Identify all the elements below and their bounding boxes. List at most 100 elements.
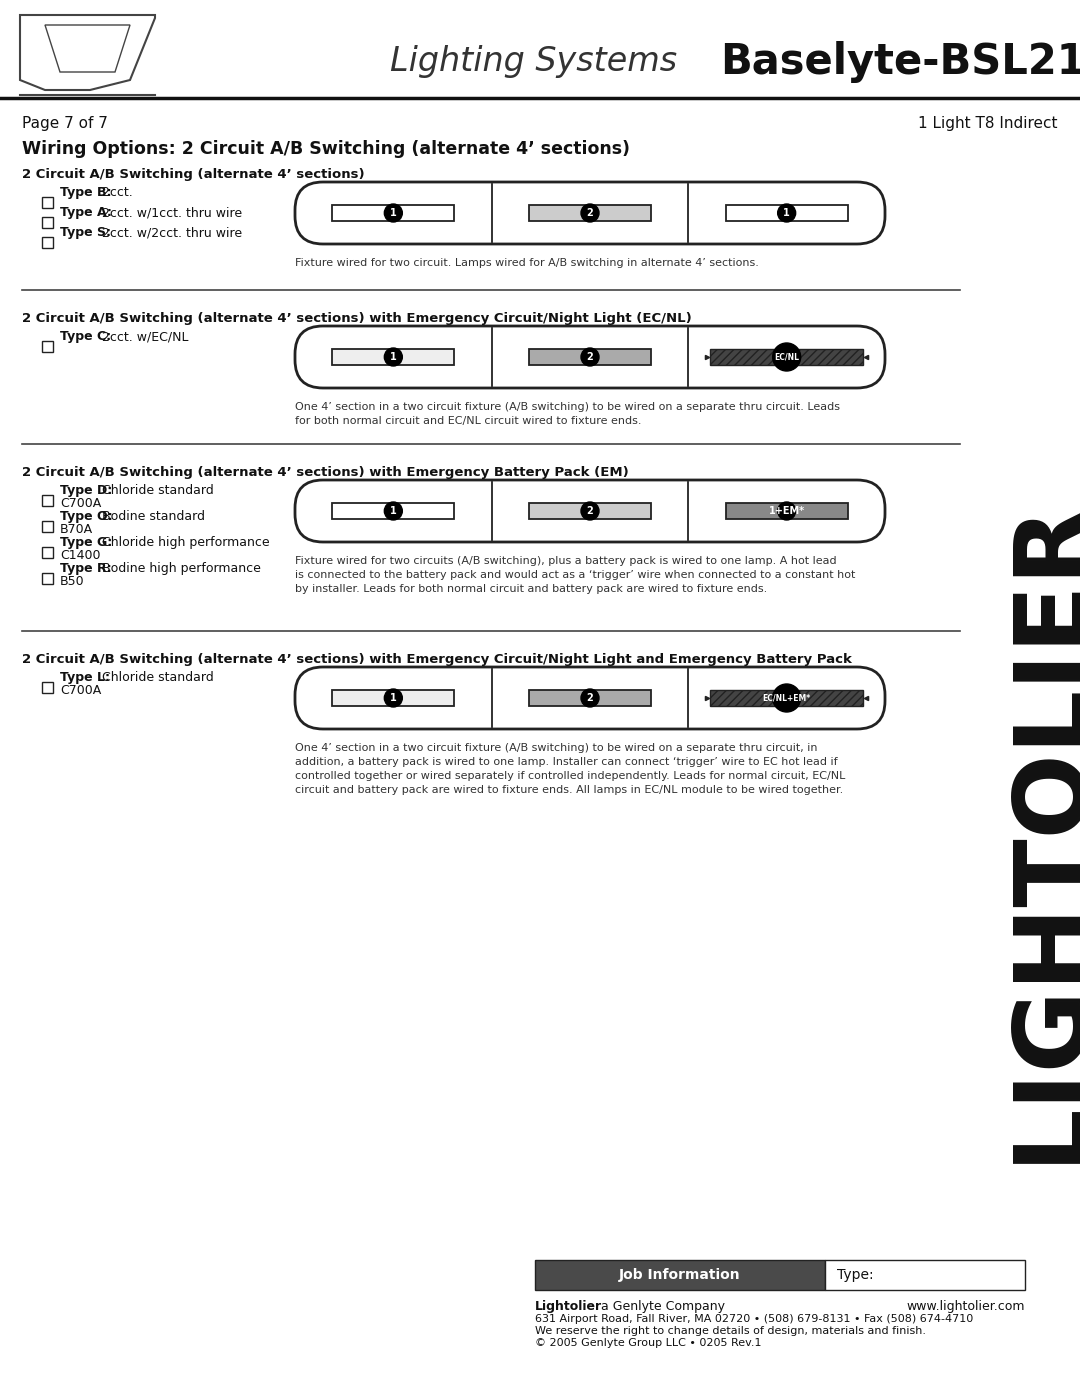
Bar (42, 495, 53, 506)
Text: circuit and battery pack are wired to fixture ends. All lamps in EC/NL module to: circuit and battery pack are wired to fi… (295, 785, 843, 795)
Text: addition, a battery pack is wired to one lamp. Installer can connect ‘trigger’ w: addition, a battery pack is wired to one… (295, 757, 838, 767)
Text: Baselyte-BSL21: Baselyte-BSL21 (720, 41, 1080, 82)
Text: C1400: C1400 (60, 549, 100, 562)
Bar (710, 349, 863, 365)
Circle shape (772, 685, 800, 712)
Bar (42, 548, 53, 557)
Bar (726, 205, 848, 221)
Text: LIGHTOLIER: LIGHTOLIER (1001, 497, 1080, 1162)
FancyBboxPatch shape (295, 666, 885, 729)
Text: 1+EM*: 1+EM* (769, 506, 805, 515)
Text: C700A: C700A (60, 685, 102, 697)
FancyBboxPatch shape (295, 481, 885, 542)
Text: 1: 1 (390, 208, 396, 218)
Text: 1: 1 (783, 208, 791, 218)
Bar (42, 341, 53, 352)
Text: Job Information: Job Information (619, 1268, 741, 1282)
Text: is connected to the battery pack and would act as a ‘trigger’ wire when connecte: is connected to the battery pack and wou… (295, 570, 855, 580)
Text: 2 Circuit A/B Switching (alternate 4’ sections) with Emergency Circuit/Night Lig: 2 Circuit A/B Switching (alternate 4’ se… (22, 652, 852, 666)
Text: by installer. Leads for both normal circuit and battery pack are wired to fixtur: by installer. Leads for both normal circ… (295, 584, 767, 594)
Text: EC/NL+EM*: EC/NL+EM* (762, 693, 811, 703)
Text: 2 Circuit A/B Switching (alternate 4’ sections): 2 Circuit A/B Switching (alternate 4’ se… (22, 168, 365, 182)
Text: Wiring Options: 2 Circuit A/B Switching (alternate 4’ sections): Wiring Options: 2 Circuit A/B Switching … (22, 140, 630, 158)
Text: Chloride standard: Chloride standard (98, 671, 214, 685)
Text: Type:: Type: (837, 1268, 874, 1282)
Bar (42, 197, 53, 208)
Text: 1: 1 (390, 506, 396, 515)
Text: Type S:: Type S: (60, 226, 111, 239)
Text: Type L:: Type L: (60, 671, 110, 685)
Text: 631 Airport Road, Fall River, MA 02720 • (508) 679-8131 • Fax (508) 674-4710: 631 Airport Road, Fall River, MA 02720 •… (535, 1315, 973, 1324)
Circle shape (778, 502, 796, 520)
Text: 2 Circuit A/B Switching (alternate 4’ sections) with Emergency Circuit/Night Lig: 2 Circuit A/B Switching (alternate 4’ se… (22, 312, 692, 326)
Text: Type R:: Type R: (60, 562, 111, 576)
Circle shape (778, 204, 796, 222)
Text: One 4’ section in a two circuit fixture (A/B switching) to be wired on a separat: One 4’ section in a two circuit fixture … (295, 743, 818, 753)
Bar (529, 503, 651, 520)
Text: www.lightolier.com: www.lightolier.com (906, 1301, 1025, 1313)
Text: 1: 1 (390, 693, 396, 703)
Bar (333, 503, 455, 520)
Text: We reserve the right to change details of design, materials and finish.: We reserve the right to change details o… (535, 1326, 926, 1336)
Bar (535, 1260, 825, 1289)
Text: 1: 1 (390, 352, 396, 362)
Text: Fixture wired for two circuits (A/B switching), plus a battery pack is wired to : Fixture wired for two circuits (A/B swit… (295, 556, 837, 566)
Text: 2cct. w/2cct. thru wire: 2cct. w/2cct. thru wire (98, 226, 242, 239)
Text: Page 7 of 7: Page 7 of 7 (22, 116, 108, 131)
Circle shape (384, 689, 403, 707)
Text: 2: 2 (586, 693, 593, 703)
Text: Type A:: Type A: (60, 205, 112, 219)
Bar (333, 690, 455, 705)
Text: 2: 2 (586, 208, 593, 218)
Text: B70A: B70A (60, 522, 93, 536)
Text: Bodine high performance: Bodine high performance (98, 562, 260, 576)
Text: Type O:: Type O: (60, 510, 112, 522)
Bar (42, 573, 53, 584)
Bar (333, 349, 455, 365)
Bar (710, 690, 863, 705)
Text: controlled together or wired separately if controlled independently. Leads for n: controlled together or wired separately … (295, 771, 846, 781)
Text: One 4’ section in a two circuit fixture (A/B switching) to be wired on a separat: One 4’ section in a two circuit fixture … (295, 402, 840, 412)
Circle shape (581, 204, 599, 222)
Text: 2cct.: 2cct. (98, 186, 133, 198)
Bar (825, 1260, 1025, 1289)
Bar (42, 237, 53, 249)
Text: a Genlyte Company: a Genlyte Company (597, 1301, 725, 1313)
Bar (529, 690, 651, 705)
Text: Type B:: Type B: (60, 186, 111, 198)
Text: Lighting Systems: Lighting Systems (390, 46, 688, 78)
Text: 2cct. w/1cct. thru wire: 2cct. w/1cct. thru wire (98, 205, 242, 219)
FancyBboxPatch shape (295, 182, 885, 244)
Text: 2cct. w/EC/NL: 2cct. w/EC/NL (98, 330, 188, 344)
Text: 2: 2 (586, 352, 593, 362)
Circle shape (384, 204, 403, 222)
Text: Bodine standard: Bodine standard (98, 510, 205, 522)
Text: EC/NL: EC/NL (774, 352, 799, 362)
FancyBboxPatch shape (295, 326, 885, 388)
Text: Type G:: Type G: (60, 536, 112, 549)
Bar (42, 682, 53, 693)
Circle shape (581, 689, 599, 707)
Bar (529, 349, 651, 365)
Text: C700A: C700A (60, 497, 102, 510)
Text: Type C:: Type C: (60, 330, 111, 344)
Bar (333, 205, 455, 221)
Bar (726, 503, 848, 520)
Text: Fixture wired for two circuit. Lamps wired for A/B switching in alternate 4’ sec: Fixture wired for two circuit. Lamps wir… (295, 258, 759, 268)
Text: Chloride high performance: Chloride high performance (98, 536, 269, 549)
Bar (42, 521, 53, 532)
Text: 1 Light T8 Indirect: 1 Light T8 Indirect (918, 116, 1058, 131)
Circle shape (581, 348, 599, 366)
Text: for both normal circuit and EC/NL circuit wired to fixture ends.: for both normal circuit and EC/NL circui… (295, 416, 642, 426)
Bar (42, 217, 53, 228)
Bar (529, 205, 651, 221)
Circle shape (581, 502, 599, 520)
Text: Chloride standard: Chloride standard (98, 483, 214, 497)
Text: Type D:: Type D: (60, 483, 112, 497)
Circle shape (772, 344, 800, 372)
Text: 2: 2 (586, 506, 593, 515)
Text: 2 Circuit A/B Switching (alternate 4’ sections) with Emergency Battery Pack (EM): 2 Circuit A/B Switching (alternate 4’ se… (22, 467, 629, 479)
Text: © 2005 Genlyte Group LLC • 0205 Rev.1: © 2005 Genlyte Group LLC • 0205 Rev.1 (535, 1338, 761, 1348)
Circle shape (384, 348, 403, 366)
Circle shape (384, 502, 403, 520)
